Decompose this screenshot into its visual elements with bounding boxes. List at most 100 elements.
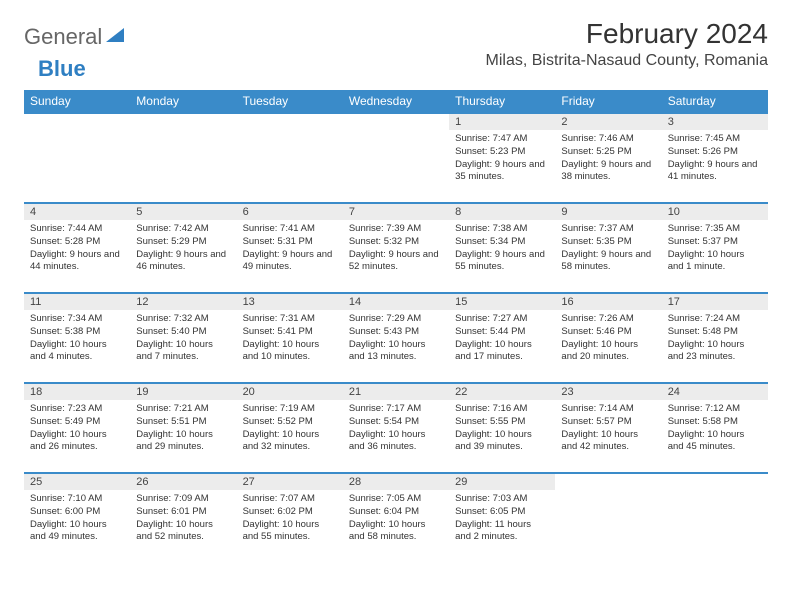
day-details: Sunrise: 7:26 AMSunset: 5:46 PMDaylight:…	[555, 310, 661, 368]
sunset-text: Sunset: 5:46 PM	[561, 326, 655, 339]
calendar-day-cell: 6Sunrise: 7:41 AMSunset: 5:31 PMDaylight…	[237, 203, 343, 293]
daylight-text: Daylight: 11 hours and 2 minutes.	[455, 519, 549, 545]
calendar-week-row: 18Sunrise: 7:23 AMSunset: 5:49 PMDayligh…	[24, 383, 768, 473]
sunset-text: Sunset: 5:34 PM	[455, 236, 549, 249]
day-number: 14	[343, 294, 449, 310]
brand-triangle-icon	[106, 28, 124, 42]
sunset-text: Sunset: 5:26 PM	[668, 146, 762, 159]
daylight-text: Daylight: 10 hours and 45 minutes.	[668, 429, 762, 455]
day-header: Saturday	[662, 90, 768, 113]
day-details: Sunrise: 7:32 AMSunset: 5:40 PMDaylight:…	[130, 310, 236, 368]
calendar-day-cell: 26Sunrise: 7:09 AMSunset: 6:01 PMDayligh…	[130, 473, 236, 563]
sunset-text: Sunset: 5:38 PM	[30, 326, 124, 339]
calendar-body: 1Sunrise: 7:47 AMSunset: 5:23 PMDaylight…	[24, 113, 768, 563]
day-number: 9	[555, 204, 661, 220]
sunset-text: Sunset: 5:54 PM	[349, 416, 443, 429]
sunrise-text: Sunrise: 7:14 AM	[561, 403, 655, 416]
day-details: Sunrise: 7:39 AMSunset: 5:32 PMDaylight:…	[343, 220, 449, 278]
sunrise-text: Sunrise: 7:09 AM	[136, 493, 230, 506]
day-header: Tuesday	[237, 90, 343, 113]
sunset-text: Sunset: 5:44 PM	[455, 326, 549, 339]
day-number: 16	[555, 294, 661, 310]
day-header: Wednesday	[343, 90, 449, 113]
day-number: 4	[24, 204, 130, 220]
sunrise-text: Sunrise: 7:37 AM	[561, 223, 655, 236]
sunset-text: Sunset: 5:51 PM	[136, 416, 230, 429]
day-number: 23	[555, 384, 661, 400]
daylight-text: Daylight: 10 hours and 20 minutes.	[561, 339, 655, 365]
day-details: Sunrise: 7:44 AMSunset: 5:28 PMDaylight:…	[24, 220, 130, 278]
sunset-text: Sunset: 5:25 PM	[561, 146, 655, 159]
daylight-text: Daylight: 10 hours and 32 minutes.	[243, 429, 337, 455]
sunrise-text: Sunrise: 7:46 AM	[561, 133, 655, 146]
day-number: 3	[662, 114, 768, 130]
day-number: 1	[449, 114, 555, 130]
calendar-day-cell: 8Sunrise: 7:38 AMSunset: 5:34 PMDaylight…	[449, 203, 555, 293]
calendar-day-cell: 24Sunrise: 7:12 AMSunset: 5:58 PMDayligh…	[662, 383, 768, 473]
calendar-week-row: 4Sunrise: 7:44 AMSunset: 5:28 PMDaylight…	[24, 203, 768, 293]
calendar-day-cell: 12Sunrise: 7:32 AMSunset: 5:40 PMDayligh…	[130, 293, 236, 383]
calendar-day-cell: 23 Sunrise: 7:14 AMSunset: 5:57 PMDayligh…	[555, 383, 661, 473]
sunrise-text: Sunrise: 7:17 AM	[349, 403, 443, 416]
sunset-text: Sunset: 5:29 PM	[136, 236, 230, 249]
calendar-day-cell: 22Sunrise: 7:16 AMSunset: 5:55 PMDayligh…	[449, 383, 555, 473]
daylight-text: Daylight: 10 hours and 4 minutes.	[30, 339, 124, 365]
daylight-text: Daylight: 10 hours and 55 minutes.	[243, 519, 337, 545]
sunrise-text: Sunrise: 7:35 AM	[668, 223, 762, 236]
day-number: 29	[449, 474, 555, 490]
sunrise-text: Sunrise: 7:29 AM	[349, 313, 443, 326]
daylight-text: Daylight: 10 hours and 26 minutes.	[30, 429, 124, 455]
day-details: Sunrise: 7:05 AMSunset: 6:04 PMDaylight:…	[343, 490, 449, 548]
calendar-day-cell: 28Sunrise: 7:05 AMSunset: 6:04 PMDayligh…	[343, 473, 449, 563]
daylight-text: Daylight: 9 hours and 41 minutes.	[668, 159, 762, 185]
sunrise-text: Sunrise: 7:19 AM	[243, 403, 337, 416]
calendar-day-cell: 19Sunrise: 7:21 AMSunset: 5:51 PMDayligh…	[130, 383, 236, 473]
day-number: 22	[449, 384, 555, 400]
calendar-day-cell: 9Sunrise: 7:37 AMSunset: 5:35 PMDaylight…	[555, 203, 661, 293]
calendar-day-cell: 1Sunrise: 7:47 AMSunset: 5:23 PMDaylight…	[449, 113, 555, 203]
sunrise-text: Sunrise: 7:32 AM	[136, 313, 230, 326]
location-label: Milas, Bistrita-Nasaud County, Romania	[486, 52, 768, 70]
calendar-day-cell	[24, 113, 130, 203]
sunrise-text: Sunrise: 7:27 AM	[455, 313, 549, 326]
daylight-text: Daylight: 10 hours and 17 minutes.	[455, 339, 549, 365]
daylight-text: Daylight: 9 hours and 52 minutes.	[349, 249, 443, 275]
calendar-day-cell: 5Sunrise: 7:42 AMSunset: 5:29 PMDaylight…	[130, 203, 236, 293]
daylight-text: Daylight: 9 hours and 38 minutes.	[561, 159, 655, 185]
daylight-text: Daylight: 10 hours and 42 minutes.	[561, 429, 655, 455]
day-number: 11	[24, 294, 130, 310]
calendar-day-cell: 21Sunrise: 7:17 AMSunset: 5:54 PMDayligh…	[343, 383, 449, 473]
day-number	[237, 114, 343, 130]
day-number: 5	[130, 204, 236, 220]
calendar-day-cell	[555, 473, 661, 563]
day-details: Sunrise: 7:29 AMSunset: 5:43 PMDaylight:…	[343, 310, 449, 368]
day-header: Thursday	[449, 90, 555, 113]
day-header: Monday	[130, 90, 236, 113]
day-number: 27	[237, 474, 343, 490]
sunset-text: Sunset: 5:31 PM	[243, 236, 337, 249]
calendar-week-row: 11Sunrise: 7:34 AMSunset: 5:38 PMDayligh…	[24, 293, 768, 383]
day-number: 7	[343, 204, 449, 220]
day-details: Sunrise: 7:45 AMSunset: 5:26 PMDaylight:…	[662, 130, 768, 188]
sunset-text: Sunset: 5:28 PM	[30, 236, 124, 249]
daylight-text: Daylight: 9 hours and 55 minutes.	[455, 249, 549, 275]
sunrise-text: Sunrise: 7:12 AM	[668, 403, 762, 416]
sunrise-text: Sunrise: 7:23 AM	[30, 403, 124, 416]
calendar-day-cell	[662, 473, 768, 563]
sunset-text: Sunset: 5:37 PM	[668, 236, 762, 249]
sunset-text: Sunset: 5:58 PM	[668, 416, 762, 429]
calendar-day-cell	[237, 113, 343, 203]
day-details: Sunrise: 7:41 AMSunset: 5:31 PMDaylight:…	[237, 220, 343, 278]
calendar-day-cell: 10Sunrise: 7:35 AMSunset: 5:37 PMDayligh…	[662, 203, 768, 293]
sunset-text: Sunset: 5:57 PM	[561, 416, 655, 429]
daylight-text: Daylight: 10 hours and 36 minutes.	[349, 429, 443, 455]
calendar-day-cell: 18Sunrise: 7:23 AMSunset: 5:49 PMDayligh…	[24, 383, 130, 473]
day-number	[555, 474, 661, 490]
sunset-text: Sunset: 5:52 PM	[243, 416, 337, 429]
day-details: Sunrise: 7:17 AMSunset: 5:54 PMDaylight:…	[343, 400, 449, 458]
day-number: 19	[130, 384, 236, 400]
calendar-week-row: 1Sunrise: 7:47 AMSunset: 5:23 PMDaylight…	[24, 113, 768, 203]
sunset-text: Sunset: 5:40 PM	[136, 326, 230, 339]
calendar-table: SundayMondayTuesdayWednesdayThursdayFrid…	[24, 90, 768, 563]
sunset-text: Sunset: 5:55 PM	[455, 416, 549, 429]
